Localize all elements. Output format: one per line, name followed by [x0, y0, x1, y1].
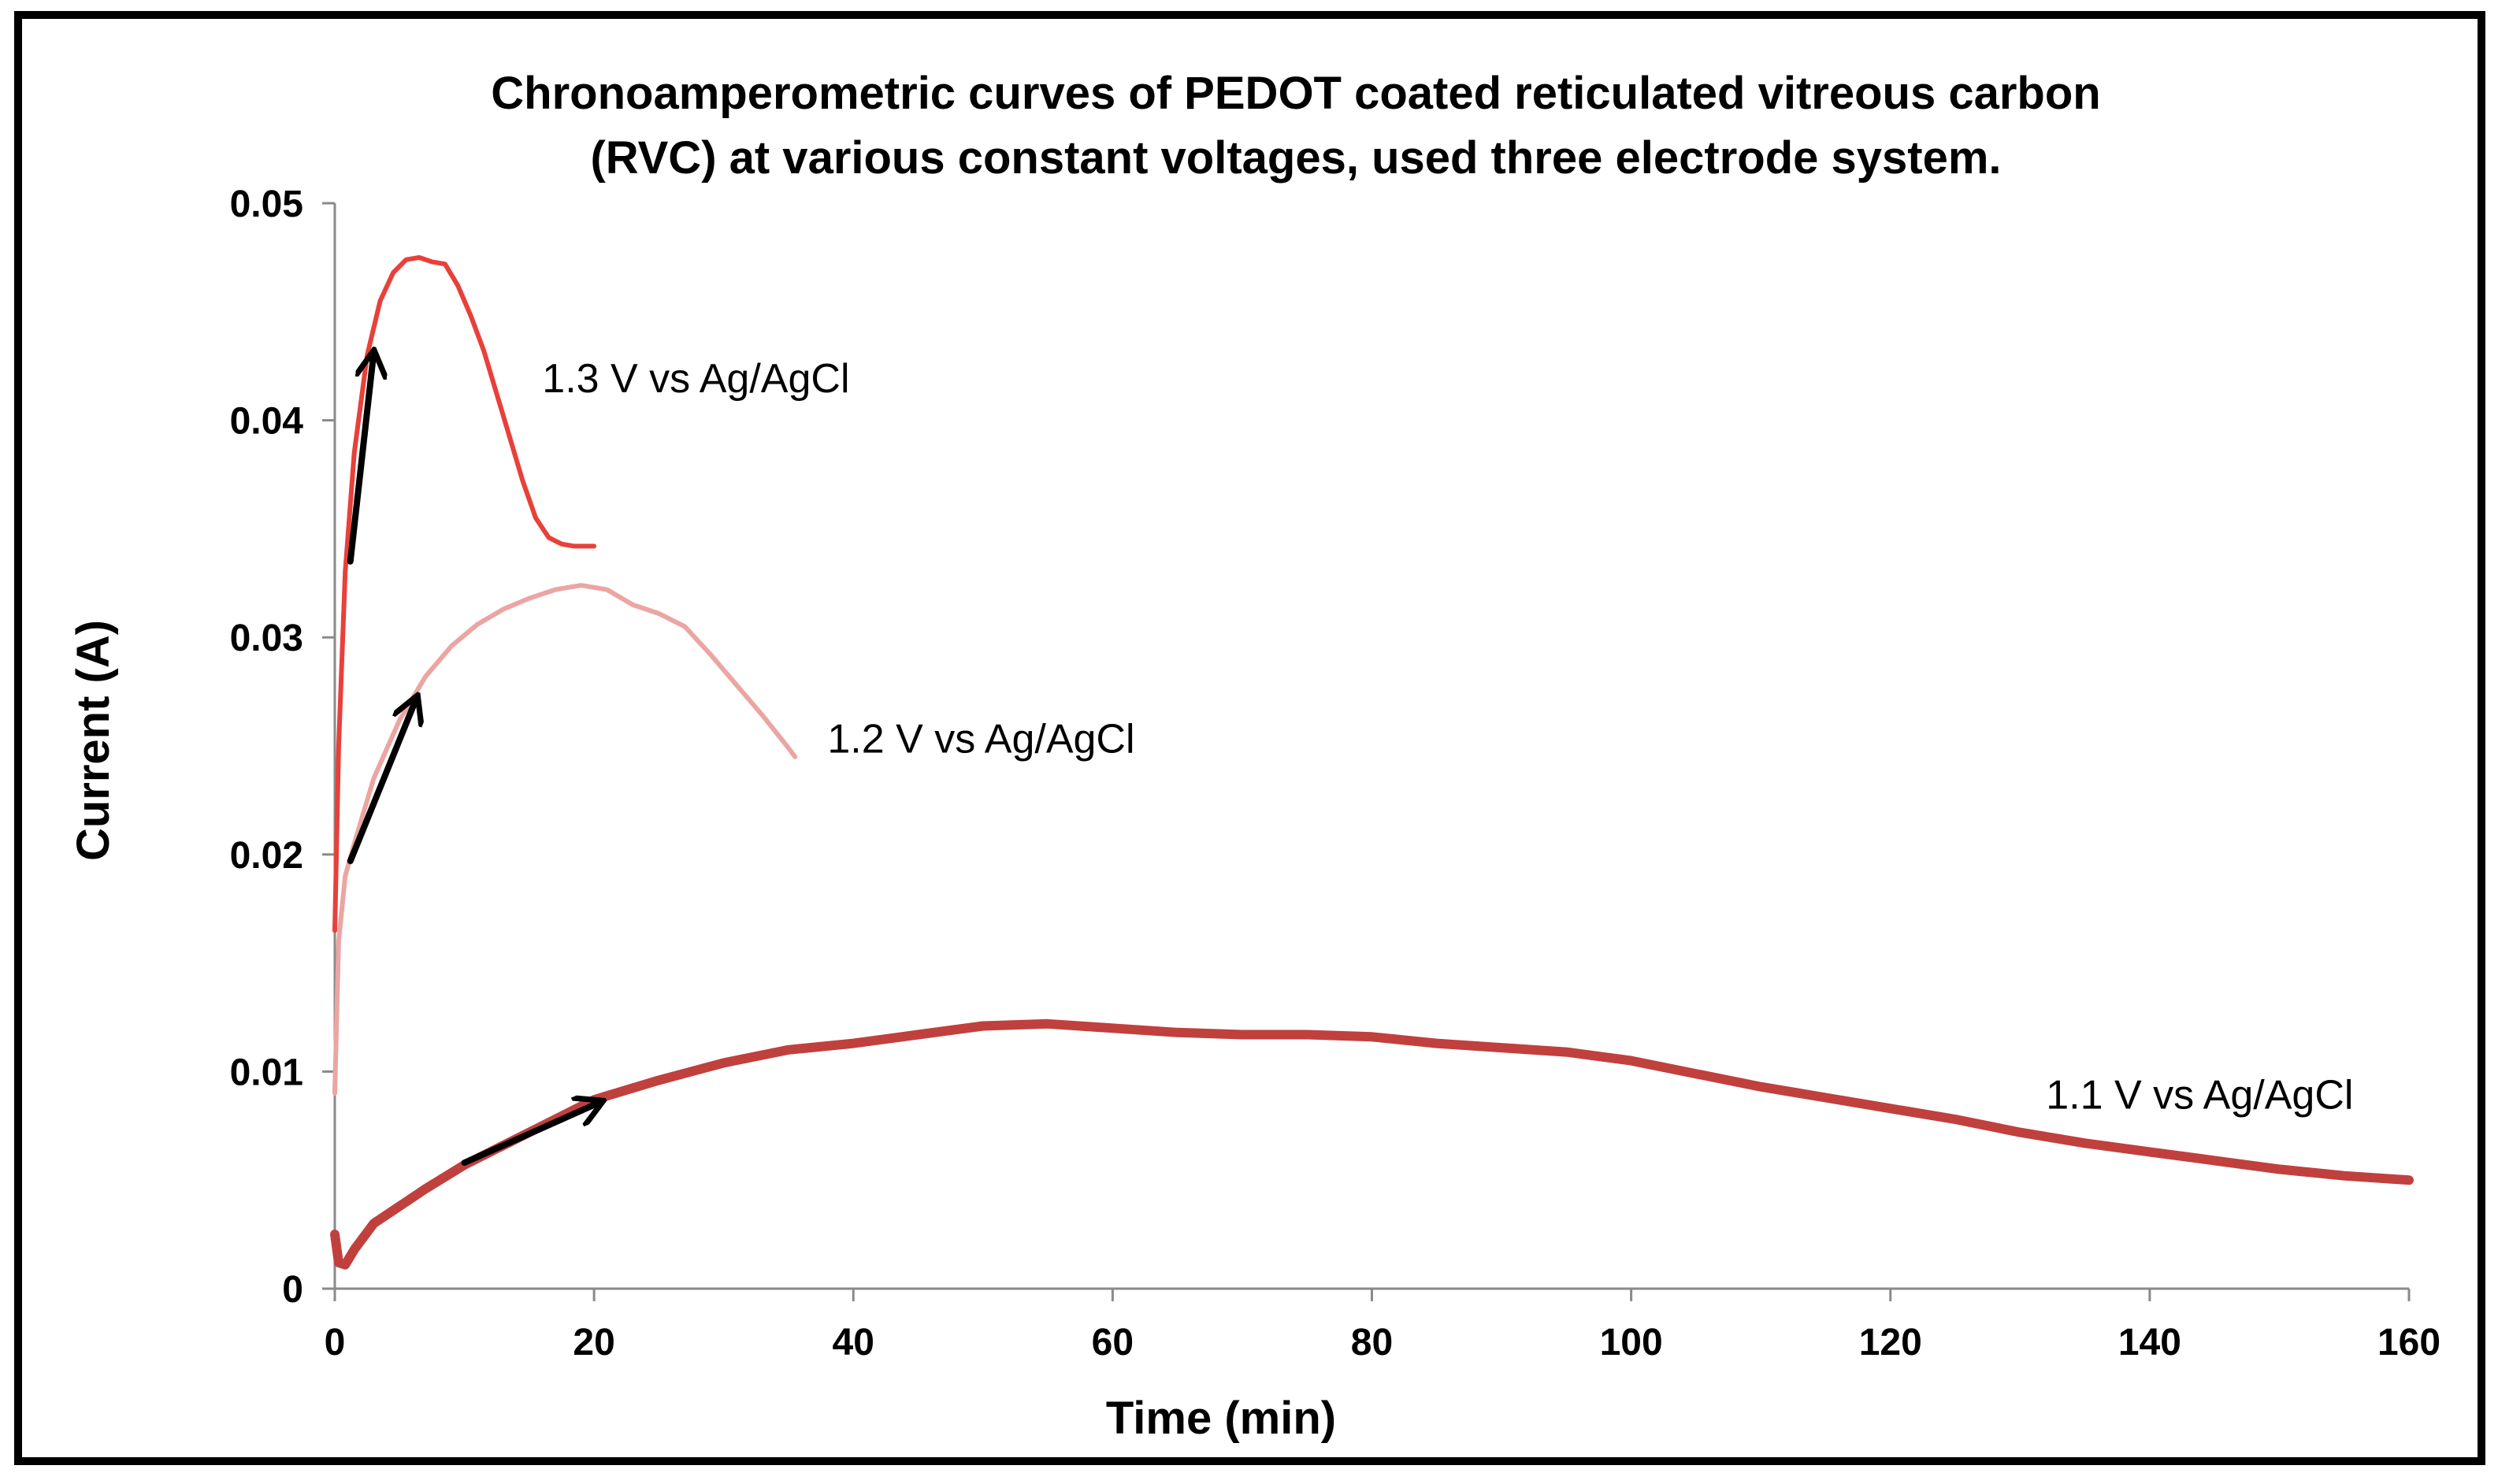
x-tick-label: 160: [2377, 1322, 2440, 1363]
series-line-3: [330, 1018, 2414, 1270]
arrow-annotation-3: [461, 1102, 601, 1167]
y-tick-label: 0.03: [230, 618, 303, 659]
y-tick-label: 0.02: [230, 835, 303, 877]
label-layer: 1.3 V vs Ag/AgCl 1.2 V vs Ag/AgCl 1.1 V vs…: [542, 356, 2353, 1118]
y-tick-label: 0.04: [230, 401, 304, 443]
chart-title-line-1: Chronoamperometric curves of PEDOT coate…: [491, 68, 2100, 119]
arrow-annotation-2: [347, 698, 417, 865]
x-axis-title: Time (min): [1106, 1393, 1336, 1444]
y-axis-title: Current (A): [68, 620, 119, 861]
x-tick-label: 80: [1351, 1322, 1393, 1363]
x-tick-label: 100: [1600, 1322, 1663, 1363]
series-label-2: 1.2 V vs Ag/AgCl: [827, 716, 1134, 762]
x-tick-label: 140: [2118, 1322, 2181, 1363]
chart-title-line-2: (RVC) at various constant voltages, used…: [590, 132, 2001, 184]
axes: 0 0.01 0.02 0.03 0.04 0.05 0 20 40 60 80 100 120 140 1…: [230, 184, 2440, 1363]
series-layer: [330, 254, 2414, 1270]
arrow-annotation-1: [347, 353, 374, 565]
x-tick-label: 0: [325, 1322, 346, 1363]
y-tick-label: 0: [282, 1269, 303, 1311]
annotation-layer: [347, 353, 601, 1167]
y-tick-label: 0.05: [230, 184, 303, 225]
x-tick-label: 60: [1092, 1322, 1134, 1363]
y-tick-label: 0.01: [230, 1052, 303, 1093]
x-tick-label: 40: [833, 1322, 874, 1363]
x-tick-label: 20: [573, 1322, 614, 1363]
series-label-1: 1.3 V vs Ag/AgCl: [542, 356, 849, 402]
x-tick-label: 120: [1859, 1322, 1922, 1363]
chart-frame: [14, 11, 2485, 1465]
series-line-2: [332, 583, 798, 1096]
series-label-3: 1.1 V vs Ag/AgCl: [2046, 1072, 2353, 1118]
series-line-1: [332, 254, 597, 933]
